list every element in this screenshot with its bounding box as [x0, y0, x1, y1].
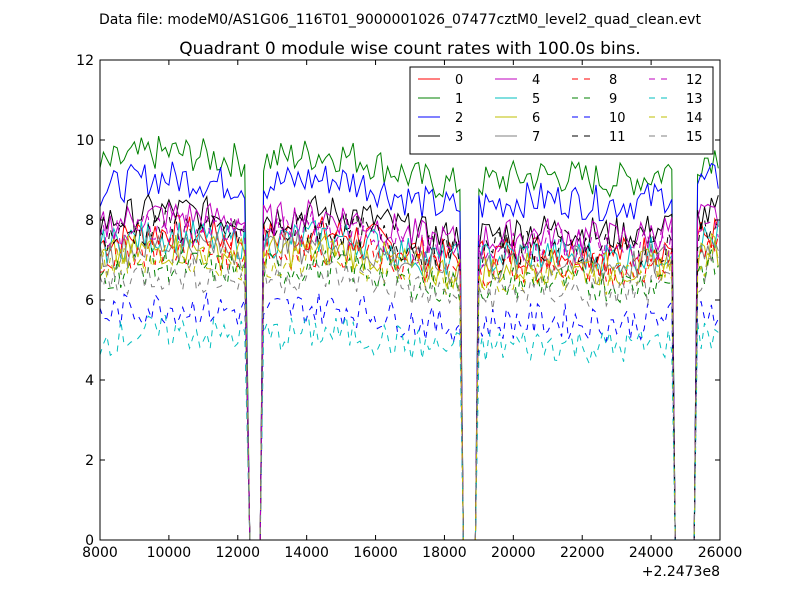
legend-box: [409, 66, 714, 155]
legend-label-2: 2: [455, 111, 463, 126]
x-tick-label: 14000: [284, 545, 329, 561]
series-line-2: [99, 161, 719, 541]
legend-label-3: 3: [455, 130, 463, 145]
x-tick-label: 10000: [147, 545, 192, 561]
legend-label-14: 14: [686, 111, 703, 126]
series-line-7: [99, 227, 719, 541]
legend-label-7: 7: [532, 130, 540, 145]
plot-lines: [99, 135, 719, 541]
series-line-13: [99, 314, 719, 541]
x-offset-label: +2.2473e8: [642, 564, 720, 580]
legend-label-0: 0: [455, 73, 463, 88]
legend-label-1: 1: [455, 92, 463, 107]
x-tick-label: 8000: [82, 545, 118, 561]
series-line-11: [99, 209, 719, 541]
x-tick-label: 20000: [491, 545, 536, 561]
series-line-1: [99, 135, 719, 541]
legend-label-4: 4: [532, 73, 540, 88]
series-line-14: [99, 239, 719, 541]
legend-label-8: 8: [609, 73, 617, 88]
series-line-15: [99, 256, 719, 541]
chart-title: Quadrant 0 module wise count rates with …: [179, 39, 640, 59]
series-line-10: [99, 292, 719, 541]
x-tick-label: 18000: [422, 545, 467, 561]
series-line-0: [99, 214, 719, 541]
x-tick-label: 22000: [560, 545, 605, 561]
y-tick-label: 2: [85, 453, 94, 469]
series-line-8: [99, 231, 719, 541]
y-tick-label: 8: [85, 213, 94, 229]
legend-label-15: 15: [686, 130, 703, 145]
axis-ticks: 8000 10000 12000 14000 16000 18000 20000 22000 2…: [76, 53, 742, 561]
x-tick-label: 26000: [698, 545, 743, 561]
legend-label-9: 9: [609, 92, 617, 107]
series-line-3: [99, 193, 719, 541]
legend-label-5: 5: [532, 92, 540, 107]
y-tick-label: 10: [76, 133, 94, 149]
y-tick-label: 4: [85, 373, 94, 389]
legend-label-13: 13: [686, 92, 703, 107]
x-tick-label: 16000: [353, 545, 398, 561]
y-tick-label: 12: [76, 53, 94, 69]
legend-label-10: 10: [609, 111, 626, 126]
series-line-9: [99, 247, 719, 541]
y-tick-label: 0: [85, 533, 94, 549]
y-tick-label: 6: [85, 293, 94, 309]
legend-label-6: 6: [532, 111, 540, 126]
legend-label-11: 11: [609, 130, 626, 145]
series-line-12: [99, 210, 719, 541]
x-tick-label: 24000: [629, 545, 674, 561]
chart-suptitle: Data file: modeM0/AS1G06_116T01_90000010…: [99, 12, 701, 28]
legend-label-12: 12: [686, 73, 703, 88]
x-tick-label: 12000: [216, 545, 261, 561]
